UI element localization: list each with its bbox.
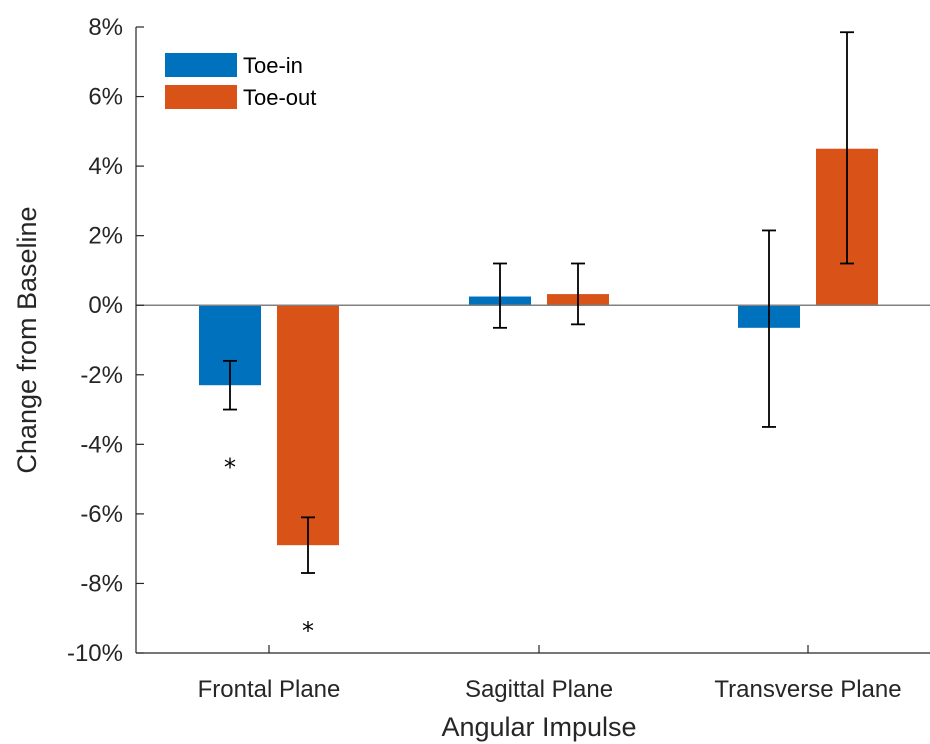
y-tick-label: 0% — [88, 292, 123, 319]
x-tick-label: Transverse Plane — [714, 676, 901, 703]
x-tick-label: Frontal Plane — [198, 676, 341, 703]
y-axis-label: Change from Baseline — [12, 206, 42, 473]
error-bar-toe-in-0 — [223, 359, 237, 411]
y-tick-label: 2% — [88, 223, 123, 250]
error-bar-toe-out-1 — [571, 262, 585, 326]
significance-marker-1: * — [302, 617, 314, 645]
y-tick-label: 6% — [88, 84, 123, 111]
error-bar-toe-in-2 — [762, 229, 776, 428]
bar-toe-out-0 — [277, 305, 339, 546]
legend-swatch-toe-out — [165, 85, 237, 109]
plot-area: ** — [136, 31, 930, 645]
y-tick-label: -10% — [67, 640, 123, 667]
legend: Toe-in Toe-out — [165, 53, 316, 110]
x-tick-label: Sagittal Plane — [465, 676, 613, 703]
x-axis-label: Angular Impulse — [441, 712, 636, 742]
legend-label-toe-out: Toe-out — [243, 85, 316, 110]
x-axis: Frontal Plane Sagittal Plane Transverse Pl… — [136, 645, 930, 703]
error-bar-toe-out-2 — [840, 31, 854, 265]
y-tick-label: -2% — [80, 362, 123, 389]
y-axis: -10% -8% -6% -4% -2% 0% 2% 4% 6% 8% — [67, 14, 144, 667]
y-tick-label: -4% — [80, 431, 123, 458]
legend-swatch-toe-in — [165, 53, 237, 77]
y-tick-label: -8% — [80, 570, 123, 597]
significance-marker-0: * — [224, 454, 236, 482]
error-bar-toe-out-0 — [301, 516, 315, 574]
y-tick-label: 8% — [88, 14, 123, 41]
error-bar-toe-in-1 — [493, 262, 507, 329]
y-tick-label: 4% — [88, 153, 123, 180]
y-tick-label: -6% — [80, 501, 123, 528]
legend-label-toe-in: Toe-in — [243, 53, 303, 78]
